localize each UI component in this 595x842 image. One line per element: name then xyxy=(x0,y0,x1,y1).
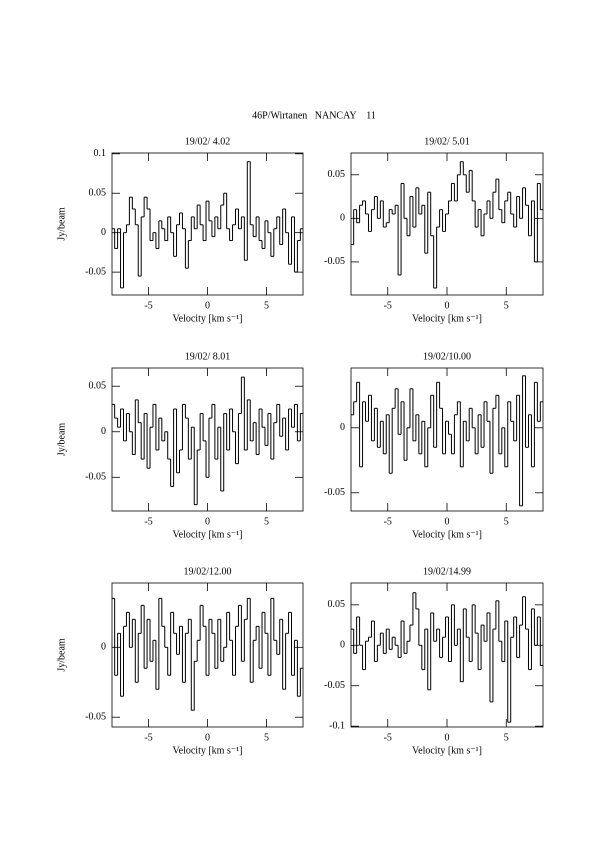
y-tick-label: 0.05 xyxy=(89,188,107,199)
x-axis-label: Velocity [km s⁻¹] xyxy=(412,745,482,756)
figure-title: 46P/Wirtanen NANCAY 11 xyxy=(252,110,376,121)
y-tick-label: 0.1 xyxy=(94,148,107,159)
x-tick-label: 5 xyxy=(264,300,269,311)
x-tick-label: 0 xyxy=(445,516,450,527)
y-tick-label: 0 xyxy=(101,227,106,238)
panel-title: 19/02/ 5.01 xyxy=(424,136,470,147)
panel-title: 19/02/14.99 xyxy=(423,566,471,577)
step-connector xyxy=(114,377,301,505)
step-connector xyxy=(353,375,541,506)
y-tick-label: -0.05 xyxy=(324,256,345,267)
x-tick-label: -5 xyxy=(144,732,152,743)
y-axis-label: Jy/beam xyxy=(56,638,67,672)
x-tick-label: 0 xyxy=(205,300,210,311)
y-tick-label: 0 xyxy=(101,642,106,653)
x-tick-label: -5 xyxy=(384,516,392,527)
spectrum xyxy=(112,161,303,289)
y-axis-label: Jy/beam xyxy=(56,207,67,241)
spectrum xyxy=(112,597,303,711)
x-tick-label: 5 xyxy=(264,516,269,527)
step-connector xyxy=(353,592,541,723)
panel-title: 19/02/ 4.02 xyxy=(185,136,231,147)
y-tick-label: 0 xyxy=(101,426,106,437)
x-tick-label: 5 xyxy=(504,732,509,743)
panel: 19/02/14.99 Velocity [km s⁻¹] -5 0 5 -0.1 -0.0… xyxy=(324,566,544,756)
x-tick-label: -5 xyxy=(144,300,152,311)
x-tick-label: 0 xyxy=(205,516,210,527)
x-axis-label: Velocity [km s⁻¹] xyxy=(173,745,243,756)
y-tick-label: 0.05 xyxy=(328,599,346,610)
y-tick-label: -0.05 xyxy=(85,472,106,483)
panel-title: 19/02/10.00 xyxy=(423,351,471,362)
panel-title: 19/02/ 8.01 xyxy=(185,351,231,362)
panel: 19/02/ 8.01 Velocity [km s⁻¹] Jy/beam -5 0 5 -… xyxy=(56,351,304,540)
panel-title: 19/02/12.00 xyxy=(183,566,231,577)
y-tick-label: 0.05 xyxy=(89,381,107,392)
spectrum xyxy=(112,376,303,506)
step-connector xyxy=(114,598,301,711)
x-axis-label: Velocity [km s⁻¹] xyxy=(412,529,482,540)
x-axis-label: Velocity [km s⁻¹] xyxy=(173,313,243,324)
y-axis-label: Jy/beam xyxy=(56,423,67,457)
x-tick-label: 5 xyxy=(504,300,509,311)
x-tick-label: -5 xyxy=(144,516,152,527)
y-tick-label: -0.05 xyxy=(324,680,345,691)
panel: 19/02/ 4.02 Velocity [km s⁻¹] Jy/beam -5 0 5 -… xyxy=(56,136,304,324)
y-tick-label: -0.05 xyxy=(324,487,345,498)
step-connector xyxy=(114,161,301,288)
x-tick-label: 5 xyxy=(264,732,269,743)
panel: 19/02/ 5.01 Velocity [km s⁻¹] -5 0 5 -0.05 0 0.… xyxy=(324,136,544,324)
spectrum xyxy=(351,592,543,723)
panel: 19/02/12.00 Velocity [km s⁻¹] Jy/beam -5 0 5 -… xyxy=(56,566,304,756)
y-tick-label: 0 xyxy=(340,640,345,651)
x-tick-label: -5 xyxy=(384,300,392,311)
x-tick-label: 0 xyxy=(445,732,450,743)
spectrum xyxy=(351,161,543,289)
y-tick-label: 0 xyxy=(340,213,345,224)
y-tick-label: -0.05 xyxy=(85,712,106,723)
x-tick-label: 5 xyxy=(504,516,509,527)
y-tick-label: -0.1 xyxy=(329,720,345,731)
x-axis-label: Velocity [km s⁻¹] xyxy=(412,313,482,324)
x-axis-label: Velocity [km s⁻¹] xyxy=(173,529,243,540)
y-tick-label: 0.05 xyxy=(328,169,346,180)
y-tick-label: -0.05 xyxy=(85,266,106,277)
y-tick-label: 0 xyxy=(340,422,345,433)
step-connector xyxy=(353,161,541,289)
panel: 19/02/10.00 Velocity [km s⁻¹] -5 0 5 -0.05 0 xyxy=(324,351,544,540)
spectrum xyxy=(351,375,543,507)
x-tick-label: 0 xyxy=(445,300,450,311)
x-tick-label: 0 xyxy=(205,732,210,743)
x-tick-label: -5 xyxy=(384,732,392,743)
